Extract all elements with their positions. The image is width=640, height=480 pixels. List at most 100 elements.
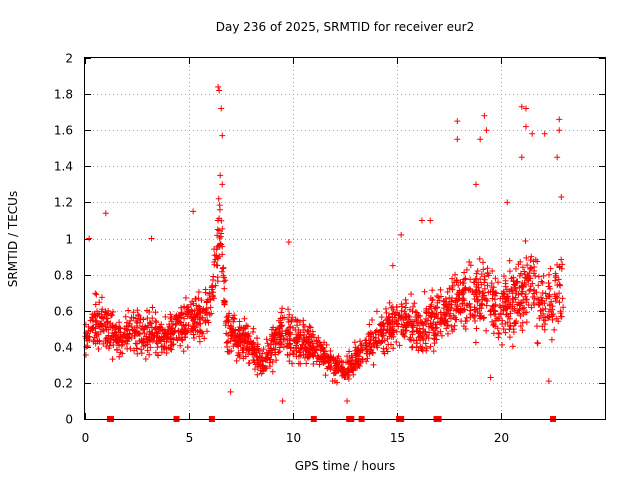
data-point — [147, 344, 154, 351]
data-point — [218, 268, 225, 275]
data-point — [112, 329, 119, 336]
data-point — [293, 347, 300, 354]
data-point — [502, 280, 509, 287]
data-point — [504, 304, 511, 311]
data-point — [163, 345, 170, 352]
data-point — [449, 328, 456, 335]
data-point — [537, 312, 544, 319]
data-point — [116, 342, 123, 349]
data-point — [429, 296, 436, 303]
data-point — [449, 295, 456, 302]
data-point — [240, 346, 247, 353]
data-point — [395, 316, 402, 323]
data-point — [162, 313, 169, 320]
data-point — [206, 292, 213, 299]
data-point — [398, 301, 405, 308]
data-point — [509, 303, 516, 310]
data-point — [541, 130, 548, 137]
data-point — [171, 328, 178, 335]
data-point — [409, 329, 416, 336]
data-point — [249, 329, 256, 336]
data-point — [517, 323, 524, 330]
data-point — [196, 327, 203, 334]
data-point — [201, 335, 208, 342]
data-point — [476, 288, 483, 295]
data-point — [503, 304, 510, 311]
data-point — [286, 324, 293, 331]
data-point — [160, 343, 167, 350]
data-point — [153, 319, 160, 326]
data-point — [484, 297, 491, 304]
data-point — [499, 290, 506, 297]
data-point — [152, 318, 159, 325]
data-point — [128, 324, 135, 331]
data-point — [559, 295, 566, 302]
data-point — [214, 274, 221, 281]
data-point — [538, 278, 545, 285]
data-point — [279, 305, 286, 312]
data-point — [121, 331, 128, 338]
data-point — [481, 279, 488, 286]
data-point — [512, 265, 519, 272]
data-point — [479, 301, 486, 308]
data-point — [219, 225, 226, 232]
data-point — [314, 340, 321, 347]
data-point — [509, 290, 516, 297]
data-point — [93, 321, 100, 328]
data-point — [310, 344, 317, 351]
data-point — [137, 346, 144, 353]
data-point — [401, 308, 408, 315]
data-point — [552, 298, 559, 305]
data-point — [291, 338, 298, 345]
data-point — [281, 314, 288, 321]
data-point — [178, 336, 185, 343]
data-point — [314, 352, 321, 359]
data-point — [458, 318, 465, 325]
data-point — [271, 336, 278, 343]
data-point — [513, 288, 520, 295]
data-point — [231, 316, 238, 323]
data-point — [278, 341, 285, 348]
data-point — [535, 296, 542, 303]
data-point — [92, 301, 99, 308]
data-point — [254, 345, 261, 352]
data-point — [474, 268, 481, 275]
data-point — [502, 329, 509, 336]
data-point — [556, 299, 563, 306]
data-point — [378, 327, 385, 334]
data-point — [422, 328, 429, 335]
data-point — [202, 318, 209, 325]
data-point — [496, 330, 503, 337]
data-point — [522, 105, 529, 112]
data-point — [497, 310, 504, 317]
data-point — [119, 350, 126, 357]
data-point — [157, 336, 164, 343]
data-point — [215, 195, 222, 202]
y-tick-label: 0.2 — [54, 377, 73, 391]
data-point — [516, 272, 523, 279]
data-point — [403, 321, 410, 328]
data-point — [449, 284, 456, 291]
data-point — [263, 336, 270, 343]
data-point — [257, 367, 264, 374]
data-point — [143, 307, 150, 314]
data-point — [134, 324, 141, 331]
y-tick-label: 0.8 — [54, 269, 73, 283]
data-point — [122, 313, 129, 320]
data-point — [551, 326, 558, 333]
data-point — [508, 287, 515, 294]
data-point — [438, 332, 445, 339]
data-point — [478, 271, 485, 278]
data-point — [109, 311, 116, 318]
data-point — [113, 347, 120, 354]
data-point — [488, 280, 495, 287]
data-point — [254, 359, 261, 366]
data-point — [310, 360, 317, 367]
data-point — [240, 344, 247, 351]
data-point — [554, 154, 561, 161]
data-point — [260, 365, 267, 372]
data-point — [425, 335, 432, 342]
data-point — [474, 297, 481, 304]
data-point — [555, 318, 562, 325]
data-point — [208, 310, 215, 317]
